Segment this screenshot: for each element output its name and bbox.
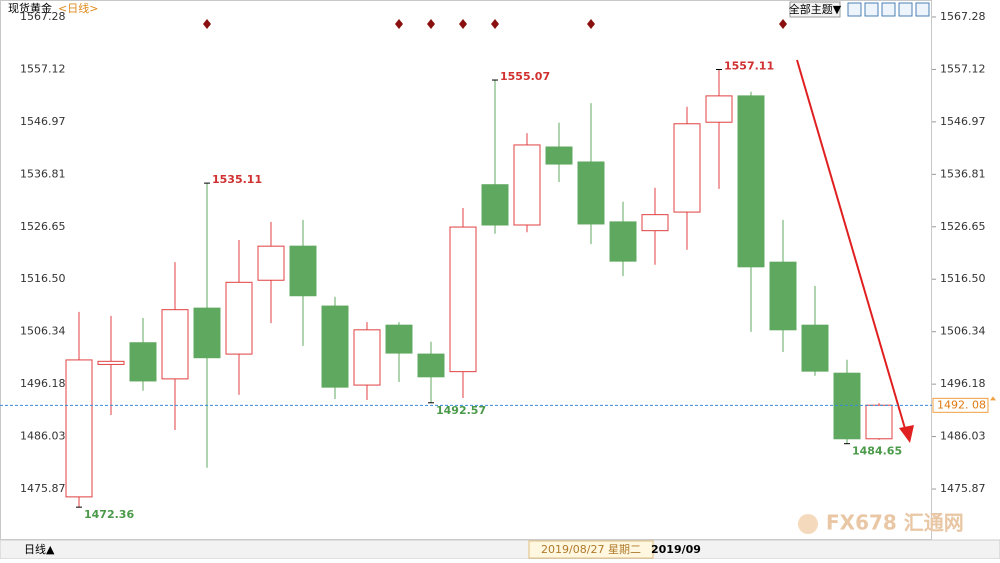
event-marker <box>779 19 787 29</box>
event-marker <box>587 19 595 29</box>
y-tick-label-right: 1546.97 <box>940 115 986 128</box>
y-tick-label-right: 1526.65 <box>940 220 986 233</box>
y-tick-label: 1526.65 <box>20 220 66 233</box>
event-marker <box>459 19 467 29</box>
candle-body <box>225 281 253 355</box>
period-button[interactable]: 日线▲ <box>24 542 55 556</box>
candle-body <box>705 95 733 123</box>
candle-body <box>161 309 189 380</box>
candle-body <box>865 404 893 440</box>
candle-body <box>385 324 413 354</box>
candle-body <box>129 342 157 382</box>
candle-body <box>65 359 93 498</box>
high-label: 1555.07 <box>500 70 550 83</box>
y-tick-label: 1567.28 <box>20 10 66 23</box>
chart-subtitle: <日线> <box>58 1 98 15</box>
watermark: FX678 汇通网 <box>826 511 964 535</box>
trend-arrow-head <box>899 425 914 443</box>
candle-body <box>545 146 573 165</box>
tool-icon[interactable] <box>915 2 930 17</box>
y-tick-label-right: 1506.34 <box>940 325 986 338</box>
y-tick-label-right: 1567.28 <box>940 10 986 23</box>
y-tick-label-right: 1496.18 <box>940 377 986 390</box>
candle-body <box>769 261 797 331</box>
candle-body <box>577 161 605 225</box>
current-price-box <box>932 397 989 413</box>
event-marker <box>427 19 435 29</box>
trend-arrow <box>796 59 907 433</box>
bottom-bar <box>0 539 1000 560</box>
x-label: 2019/09 <box>651 543 701 556</box>
candle-body <box>673 123 701 213</box>
theme-button-label[interactable]: 全部主题▼ <box>789 2 842 16</box>
candle-body <box>353 329 381 386</box>
y-tick-label: 1486.03 <box>20 430 66 443</box>
toolbar <box>847 2 930 17</box>
current-price-label: 1492. 08 <box>937 398 986 411</box>
candle-body <box>321 305 349 388</box>
chart-title: 现货黄金 <box>8 1 52 15</box>
low-label: 1484.65 <box>852 445 902 458</box>
y-tick-label: 1506.34 <box>20 325 66 338</box>
current-price-pointer <box>990 396 996 401</box>
y-tick-label: 1496.18 <box>20 377 66 390</box>
candle-body <box>417 353 445 378</box>
candle-body <box>289 245 317 297</box>
candle-body <box>97 360 125 365</box>
candle-body <box>833 372 861 440</box>
high-label: 1535.11 <box>212 173 262 186</box>
y-tick-label: 1475.87 <box>20 482 66 495</box>
y-tick-label: 1546.97 <box>20 115 66 128</box>
candle-body <box>193 307 221 359</box>
candle-body <box>641 214 669 232</box>
x-label: 2019/08/27 星期二 <box>541 543 641 556</box>
tool-icon[interactable] <box>881 2 896 17</box>
candle-body <box>737 95 765 268</box>
tool-icon[interactable] <box>898 2 913 17</box>
low-label: 1472.36 <box>84 508 134 521</box>
candle-body <box>481 184 509 226</box>
tool-icon[interactable] <box>847 2 862 17</box>
high-label: 1557.11 <box>724 59 774 72</box>
candle-body <box>513 144 541 226</box>
y-tick-label: 1516.50 <box>20 272 66 285</box>
candle-body <box>449 226 477 373</box>
candle-body <box>801 324 829 372</box>
y-tick-label-right: 1516.50 <box>940 272 986 285</box>
x-label-box <box>528 540 654 559</box>
low-label: 1492.57 <box>436 404 486 417</box>
y-tick-label-right: 1486.03 <box>940 430 986 443</box>
candle-body <box>609 221 637 262</box>
y-tick-label-right: 1475.87 <box>940 482 986 495</box>
event-marker <box>491 19 499 29</box>
y-tick-label-right: 1536.81 <box>940 167 986 180</box>
candle-body <box>257 245 285 281</box>
event-marker <box>203 19 211 29</box>
tool-icon[interactable] <box>864 2 879 17</box>
theme-button[interactable] <box>789 1 841 18</box>
y-tick-label: 1536.81 <box>20 167 66 180</box>
y-tick-label: 1557.12 <box>20 62 66 75</box>
watermark-logo <box>798 514 818 534</box>
event-marker <box>395 19 403 29</box>
y-tick-label-right: 1557.12 <box>940 62 986 75</box>
